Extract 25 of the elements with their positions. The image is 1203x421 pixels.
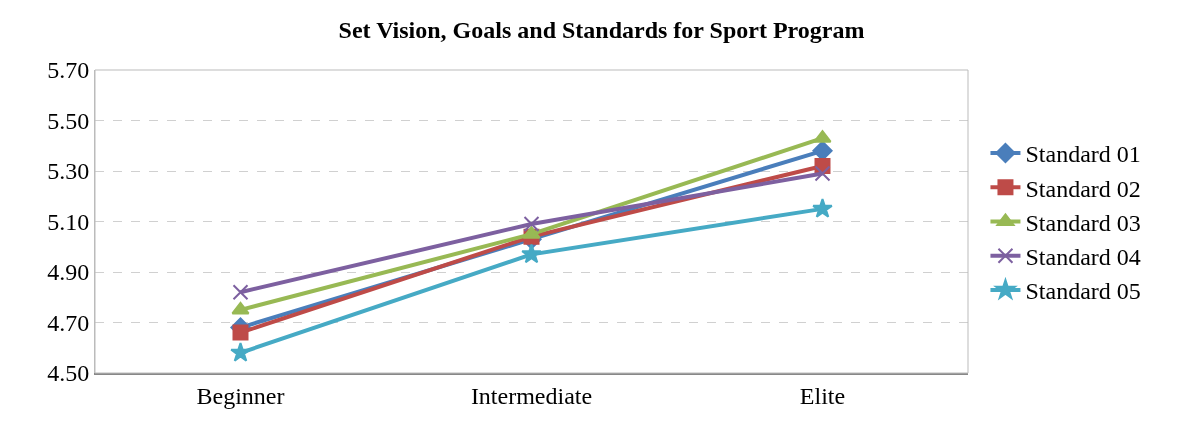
y-tick-label: 5.10 — [47, 208, 90, 235]
y-tick-label: 4.50 — [47, 360, 90, 387]
point — [231, 301, 250, 315]
legend-label: Standard 04 — [1025, 244, 1141, 271]
point — [814, 165, 831, 182]
x-tick-label: Intermediate — [470, 382, 593, 409]
x-tick-label: Beginner — [196, 382, 285, 409]
point — [232, 284, 249, 301]
y-tick-label: 5.70 — [47, 57, 90, 84]
legend-label: Standard 03 — [1025, 209, 1141, 236]
x-tick-label: Elite — [799, 382, 846, 409]
chart-title: Set Vision, Goals and Standards for Sport Program — [338, 16, 865, 43]
y-tick-label: 4.70 — [47, 309, 90, 336]
legend-label: Standard 02 — [1025, 175, 1141, 202]
point — [523, 216, 540, 233]
y-tick-label: 5.30 — [47, 158, 90, 185]
point — [521, 243, 542, 264]
legend-label: Standard 05 — [1025, 278, 1141, 305]
point — [812, 198, 833, 218]
point — [812, 140, 833, 161]
point — [232, 324, 249, 341]
point — [230, 342, 251, 362]
legend-label: Standard 01 — [1025, 141, 1141, 168]
y-tick-label: 5.50 — [47, 107, 90, 134]
y-tick-label: 4.90 — [47, 259, 90, 286]
